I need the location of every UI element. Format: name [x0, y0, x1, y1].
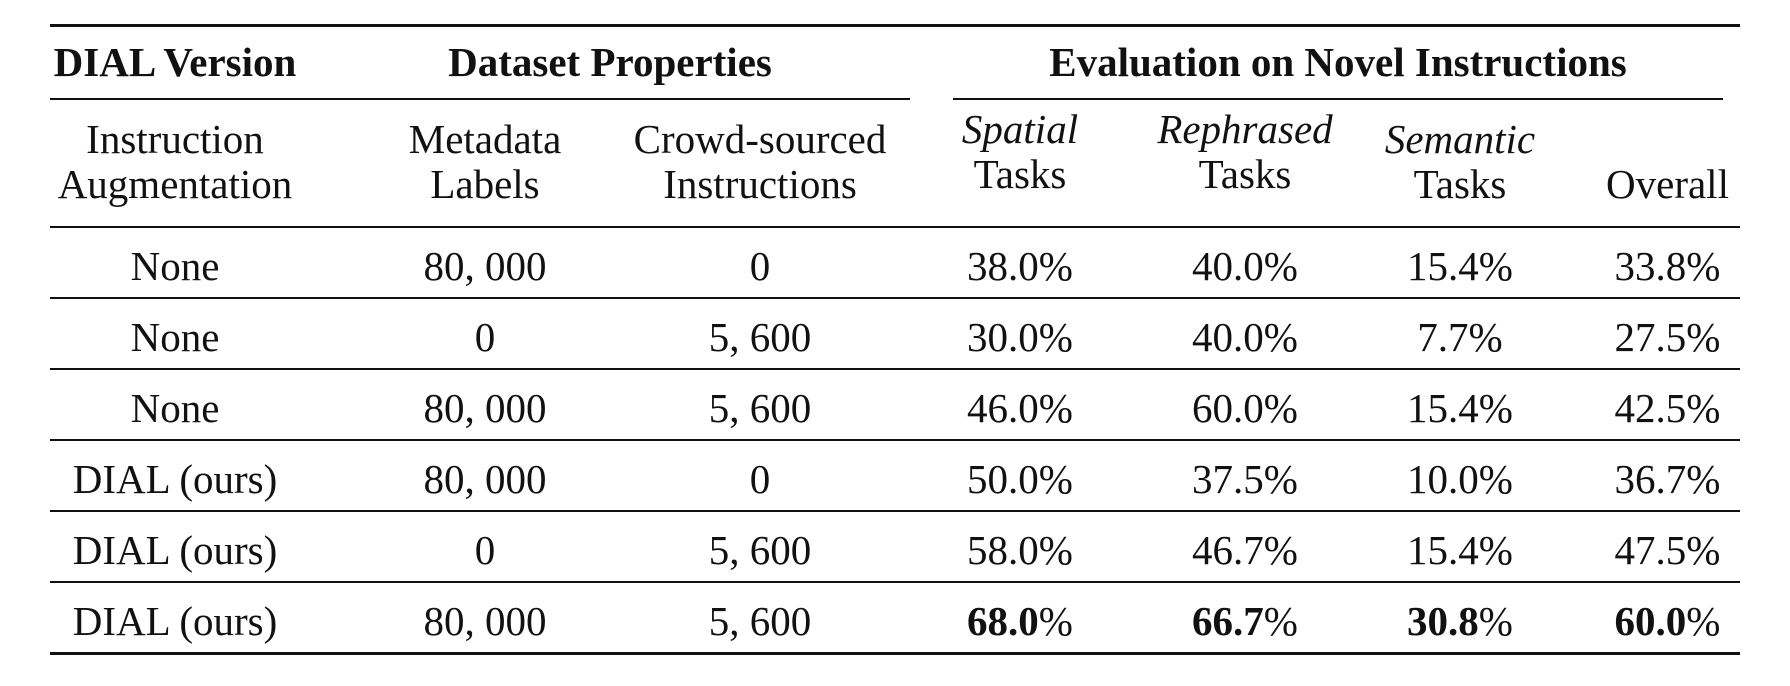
best-value: 30.8: [1407, 598, 1479, 644]
percent-sign: %: [1263, 598, 1298, 644]
cell-augmentation: DIAL (ours): [72, 598, 278, 644]
group-header-dataset: Dataset Properties: [448, 39, 772, 85]
cell-crowd-sourced: 0: [749, 243, 771, 289]
cell-metadata-labels: 80, 000: [423, 385, 547, 431]
row-rule-5: [50, 581, 1740, 583]
cell-overall: 36.7%: [1614, 456, 1721, 502]
cell-augmentation: None: [130, 385, 220, 431]
cell-crowd-sourced: 0: [749, 456, 771, 502]
cell-rephrased: 40.0%: [1192, 314, 1298, 360]
cell-augmentation: DIAL (ours): [72, 527, 278, 573]
cell-spatial: 38.0%: [967, 243, 1073, 289]
results-table: DIAL Version Dataset Properties Evaluati…: [50, 0, 1740, 686]
cell-overall: 47.5%: [1614, 527, 1721, 573]
row-rule-1: [50, 297, 1740, 299]
cell-augmentation: DIAL (ours): [72, 456, 278, 502]
cell-rephrased: 37.5%: [1192, 456, 1298, 502]
cell-rephrased: 40.0%: [1192, 243, 1298, 289]
cell-semantic: 15.4%: [1407, 385, 1513, 431]
best-value: 66.7: [1192, 598, 1264, 644]
cell-semantic: 15.4%: [1407, 243, 1513, 289]
best-value: 68.0: [967, 598, 1039, 644]
cell-rephrased: 66.7%: [1135, 601, 1355, 642]
cell-spatial: 50.0%: [967, 456, 1073, 502]
col-header-semantic-tasks: Semantic Tasks: [1384, 116, 1536, 208]
cell-semantic: 10.0%: [1407, 456, 1513, 502]
header-rule: [50, 226, 1740, 228]
percent-sign: %: [1686, 598, 1721, 644]
col-header-spatial-tasks: Spatial Tasks: [961, 106, 1079, 198]
best-value: 60.0: [1614, 598, 1687, 644]
cell-rephrased: 46.7%: [1192, 527, 1298, 573]
cell-overall: 42.5%: [1614, 385, 1721, 431]
cell-metadata-labels: 0: [474, 314, 496, 360]
percent-sign: %: [1038, 598, 1073, 644]
col-header-rephrased-tasks: Rephrased Tasks: [1157, 106, 1333, 198]
percent-sign: %: [1478, 598, 1513, 644]
row-rule-3: [50, 439, 1740, 441]
top-rule: [50, 24, 1740, 27]
cell-metadata-labels: 80, 000: [423, 456, 547, 502]
cell-crowd-sourced: 5, 600: [708, 385, 812, 431]
cell-crowd-sourced: 5, 600: [708, 314, 812, 360]
cell-augmentation: None: [130, 243, 220, 289]
cell-spatial: 46.0%: [967, 385, 1073, 431]
cell-metadata-labels: 0: [474, 527, 496, 573]
col-header-metadata-labels: Metadata Labels: [408, 116, 562, 208]
cell-spatial: 30.0%: [967, 314, 1073, 360]
cell-semantic: 15.4%: [1407, 527, 1513, 573]
cell-semantic: 7.7%: [1417, 314, 1503, 360]
cell-spatial: 58.0%: [967, 527, 1073, 573]
group-header-evaluation: Evaluation on Novel Instructions: [1049, 39, 1627, 85]
row-rule-4: [50, 510, 1740, 512]
cell-rephrased: 60.0%: [1192, 385, 1298, 431]
cell-crowd-sourced: 5, 600: [708, 598, 812, 644]
col-header-instruction-augmentation: Instruction Augmentation: [57, 116, 293, 208]
row-rule-2: [50, 368, 1740, 370]
col-header-overall: Overall: [1606, 161, 1729, 207]
cell-overall: 33.8%: [1614, 243, 1721, 289]
cell-spatial: 68.0%: [940, 601, 1100, 642]
cell-crowd-sourced: 5, 600: [708, 527, 812, 573]
cell-metadata-labels: 80, 000: [423, 243, 547, 289]
cell-overall: 27.5%: [1614, 314, 1721, 360]
cell-metadata-labels: 80, 000: [423, 598, 547, 644]
cell-semantic: 30.8%: [1375, 601, 1545, 642]
group-header-version: DIAL Version: [53, 39, 297, 85]
evaluation-underline: [953, 98, 1723, 100]
col-header-crowd-sourced: Crowd-sourced Instructions: [633, 116, 887, 208]
cell-overall: 60.0%: [1595, 601, 1740, 642]
bottom-rule: [50, 652, 1740, 655]
dataset-properties-underline: [50, 98, 910, 100]
cell-augmentation: None: [130, 314, 220, 360]
